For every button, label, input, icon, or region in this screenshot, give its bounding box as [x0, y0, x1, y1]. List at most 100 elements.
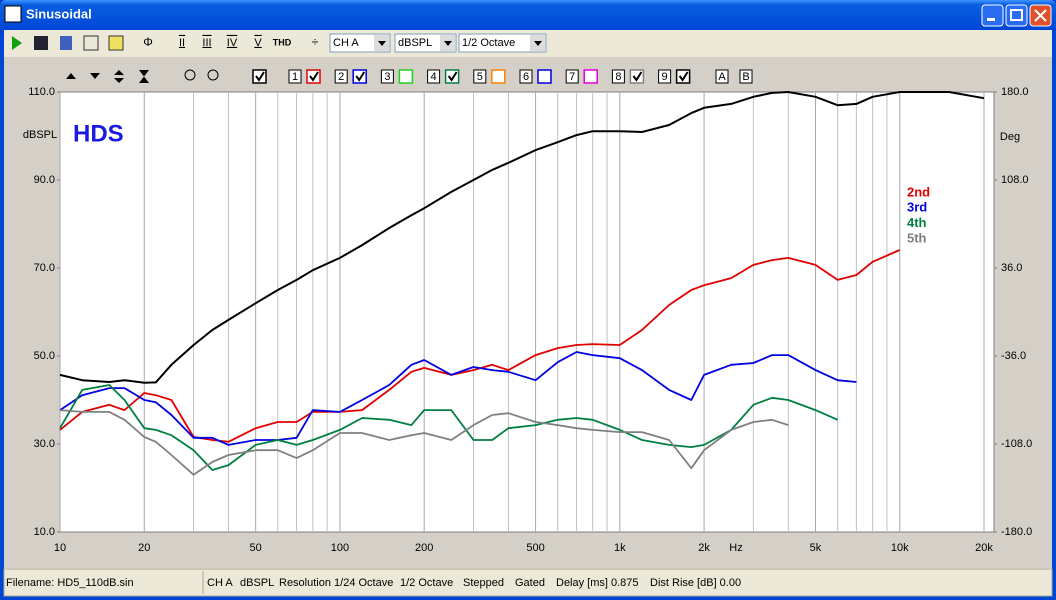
maximize-glyph: [1010, 9, 1023, 21]
legend-entry: 5th: [907, 230, 927, 245]
check-glyph: [678, 71, 689, 82]
y-tick-label: 10.0: [34, 526, 55, 538]
x-tick-label: 20k: [975, 542, 993, 554]
channel-tab[interactable]: [334, 69, 348, 84]
status-item: CH A: [207, 577, 233, 589]
check-glyph: [255, 71, 265, 82]
y2-tick-label: 36.0: [1001, 262, 1022, 274]
arrow-glyph: [378, 41, 386, 46]
toolbar-button[interactable]: II: [179, 37, 185, 49]
data-line: [59, 351, 857, 446]
y-tick-label: 70.0: [34, 262, 55, 274]
channel-checkbox[interactable]: [491, 69, 506, 84]
toolbar-button[interactable]: III: [202, 37, 211, 49]
y2-tick-label: -36.0: [1001, 350, 1026, 362]
check-glyph: [309, 71, 319, 82]
status-item: Gated: [515, 577, 545, 589]
maximize-button[interactable]: [1005, 4, 1028, 27]
check-glyph: [632, 71, 643, 82]
scale-button[interactable]: ÷: [312, 35, 319, 49]
channel-number: 9: [662, 71, 668, 83]
title-bar: [0, 0, 1056, 30]
legend-entry: 2nd: [907, 184, 930, 199]
y-tick-label: 50.0: [34, 350, 55, 362]
status-item: Delay [ms] 0.875: [556, 577, 639, 589]
arrow-glyph: [534, 41, 542, 46]
channel-tab[interactable]: [427, 69, 441, 84]
y-axis-label: dBSPL: [23, 129, 57, 141]
toolbar-button[interactable]: IV: [227, 37, 238, 49]
expand-button[interactable]: [114, 70, 124, 83]
channel-tab[interactable]: [519, 69, 533, 84]
legend-entry: 4th: [907, 215, 927, 230]
tool-button[interactable]: [83, 35, 99, 51]
status-item: dBSPL: [240, 577, 274, 589]
channel-checkbox[interactable]: [537, 69, 552, 84]
channel-tab[interactable]: [658, 69, 672, 84]
channel-tab[interactable]: [611, 69, 625, 84]
x-tick-label: 200: [415, 542, 433, 554]
zoom-in-button[interactable]: [184, 69, 196, 81]
y2-tick-label: 180.0: [1001, 86, 1029, 98]
arrow-glyph: [444, 41, 452, 46]
dropdown-value: 1/2 Octave: [462, 37, 515, 49]
channel-number: 3: [384, 71, 390, 83]
data-line: [59, 249, 901, 443]
status-item: Resolution 1/24 Octave: [279, 577, 393, 589]
chart-toolbar: [66, 69, 267, 84]
x-tick-label: 500: [526, 542, 544, 554]
channel-tab[interactable]: [380, 69, 394, 84]
channel-tab[interactable]: [288, 69, 302, 84]
channel-checkbox[interactable]: [398, 69, 414, 84]
channel-number: 2: [338, 71, 344, 83]
dropdown-value: dBSPL: [398, 37, 432, 49]
tool-button[interactable]: [108, 35, 124, 51]
minimize-glyph: [987, 18, 995, 21]
dropdown[interactable]: [458, 33, 547, 53]
y-tick-label: 90.0: [34, 174, 55, 186]
check-glyph: [355, 71, 366, 82]
annotation: HDS: [73, 120, 124, 147]
tool-button[interactable]: [60, 36, 72, 50]
compress-button[interactable]: [139, 70, 149, 83]
x-tick-label: 2k: [698, 542, 710, 554]
x-tick-label: 100: [331, 542, 349, 554]
channel-number: 6: [523, 71, 529, 83]
channel-tab[interactable]: [473, 69, 487, 84]
dropdown-value: CH A: [333, 37, 359, 49]
app-icon: [4, 5, 22, 23]
phase-button[interactable]: Φ: [143, 35, 153, 49]
status-item: Filename: HD5_110dB.sin: [6, 577, 134, 589]
y2-tick-label: 108.0: [1001, 174, 1029, 186]
status-bar: [3, 568, 1053, 597]
marker-button[interactable]: [715, 69, 729, 84]
data-line: [59, 384, 838, 471]
channel-tab[interactable]: [565, 69, 579, 84]
channel-number: 1: [292, 71, 298, 83]
toolbar-button[interactable]: V: [254, 37, 262, 49]
status-item: Stepped: [463, 577, 504, 589]
save-button[interactable]: [34, 36, 48, 50]
toolbar-button[interactable]: THD: [273, 37, 292, 47]
y-tick-label: 30.0: [34, 438, 55, 450]
channel-number: 7: [569, 71, 575, 83]
y2-tick-label: -108.0: [1001, 438, 1032, 450]
x-tick-label: 10k: [891, 542, 909, 554]
x-axis-label: Hz: [729, 542, 742, 554]
minimize-button[interactable]: [981, 4, 1004, 27]
marker-label: B: [742, 71, 749, 83]
y2-axis-label: Deg: [1000, 131, 1020, 143]
data-line: [59, 91, 985, 384]
channel-checkbox[interactable]: [583, 69, 598, 84]
x-tick-label: 20: [138, 542, 150, 554]
run-button[interactable]: [12, 36, 22, 50]
status-item: Dist Rise [dB] 0.00: [650, 577, 741, 589]
zoom-out-button[interactable]: [207, 69, 219, 81]
channel-number: 8: [615, 71, 621, 83]
legend-entry: 3rd: [907, 200, 927, 215]
down-button[interactable]: [90, 73, 100, 79]
up-button[interactable]: [66, 73, 76, 79]
marker-button[interactable]: [739, 69, 753, 84]
channel-number: 4: [431, 71, 437, 83]
